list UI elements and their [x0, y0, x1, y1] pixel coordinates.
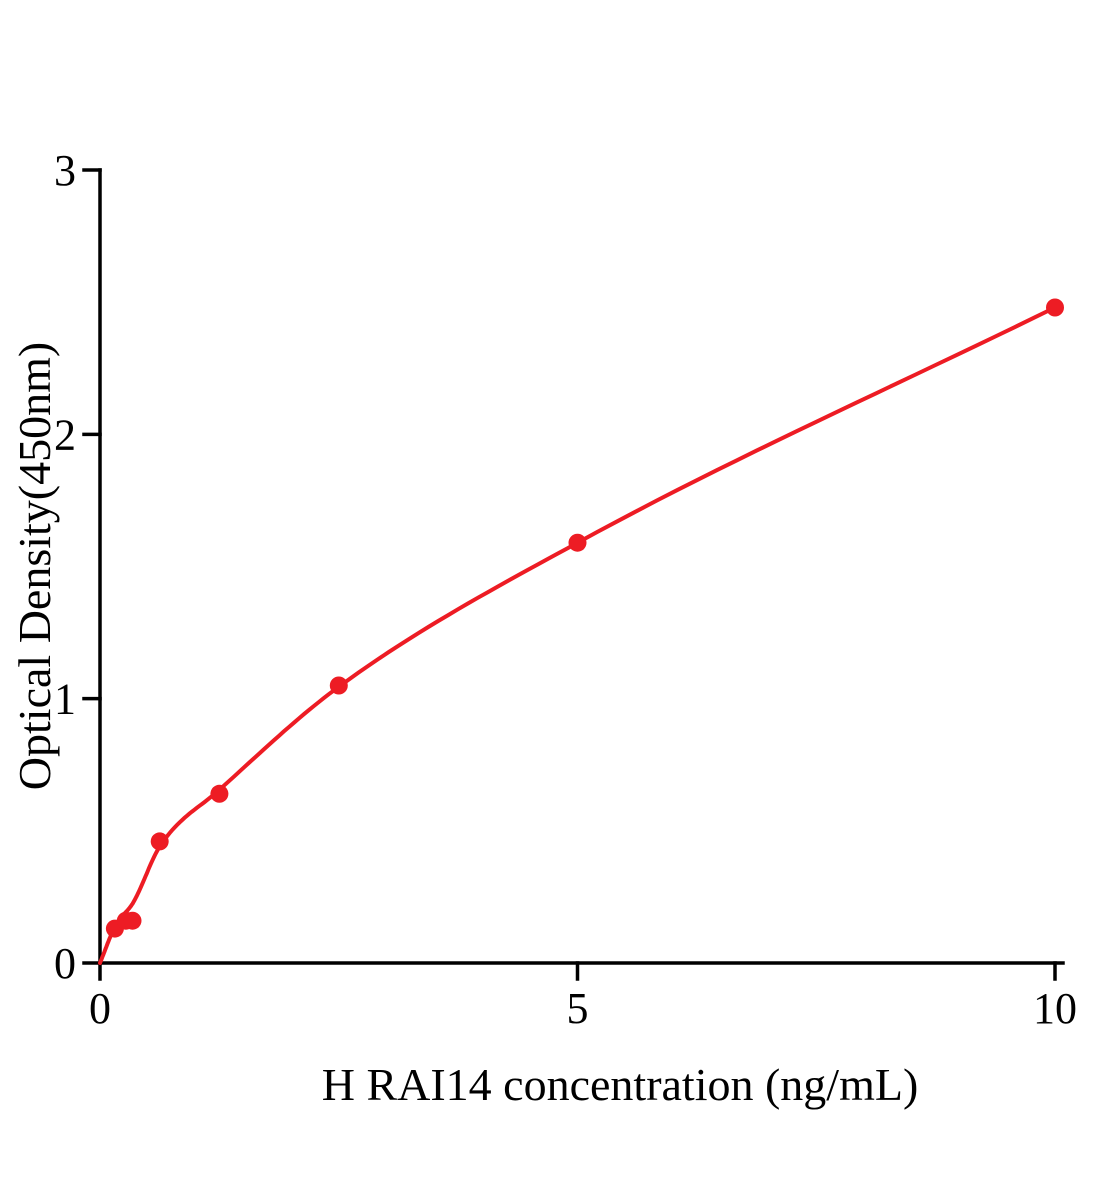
- y-tick-label: 2: [54, 410, 76, 459]
- data-point: [123, 911, 142, 930]
- data-point: [568, 533, 587, 552]
- x-tick-label: 5: [567, 984, 589, 1033]
- fit-curve: [98, 305, 1057, 965]
- y-tick-label: 3: [54, 146, 76, 195]
- x-tick-label: 0: [89, 984, 111, 1033]
- data-point: [1046, 298, 1064, 317]
- data-point: [210, 784, 229, 803]
- data-point: [150, 832, 169, 851]
- data-point: [329, 676, 348, 695]
- x-axis-title: H RAI14 concentration (ng/mL): [322, 1059, 919, 1110]
- y-tick-label: 0: [54, 939, 76, 988]
- x-tick-label: 10: [1033, 984, 1077, 1033]
- plot-area: 0 5 10 0 1 2 3: [54, 146, 1077, 1033]
- y-axis-title: Optical Density(450nm): [9, 342, 60, 790]
- y-tick-label: 1: [54, 675, 76, 724]
